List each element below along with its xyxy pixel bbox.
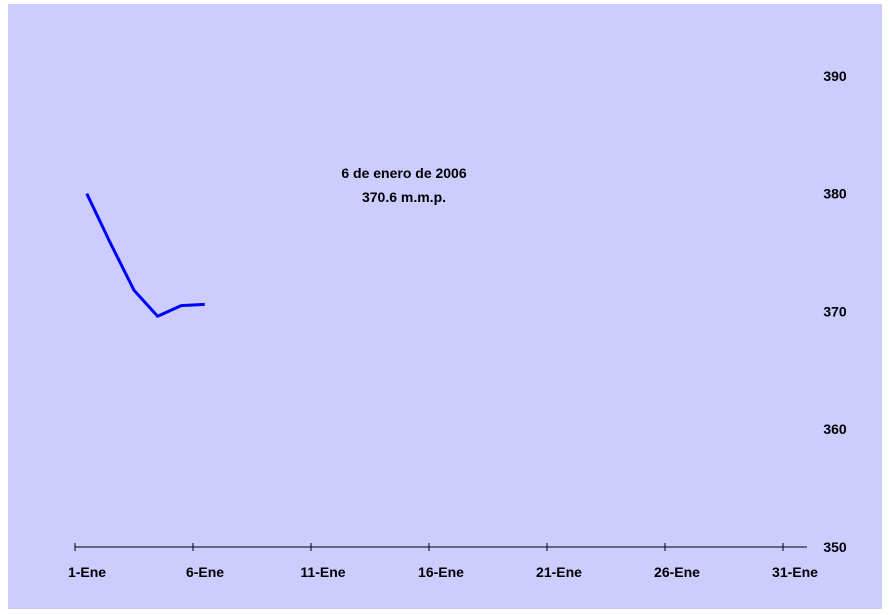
annotation-value: 370.6 m.m.p.: [362, 189, 446, 205]
series-layer: [85, 193, 205, 318]
x-tick-label: 6-Ene: [186, 564, 224, 580]
y-tick-label: 380: [823, 186, 847, 202]
annotation-date: 6 de enero de 2006: [341, 165, 467, 181]
y-tick-label: 350: [823, 539, 847, 555]
y-tick-label: 390: [823, 68, 847, 84]
x-tick-label: 26-Ene: [654, 564, 700, 580]
x-tick-label: 31-Ene: [772, 564, 818, 580]
tick-layer: 1-Ene 6-Ene 11-Ene 16-Ene 21-Ene 26-Ene 31-Ene…: [68, 68, 847, 580]
chart-background: [8, 4, 882, 609]
x-tick-label: 21-Ene: [536, 564, 582, 580]
x-tick-label: 1-Ene: [68, 564, 106, 580]
y-tick-label: 370: [823, 303, 847, 319]
x-tick-label: 16-Ene: [418, 564, 464, 580]
series-line: [85, 193, 205, 318]
x-tick-label: 11-Ene: [300, 564, 345, 580]
y-tick-label: 360: [823, 421, 847, 437]
